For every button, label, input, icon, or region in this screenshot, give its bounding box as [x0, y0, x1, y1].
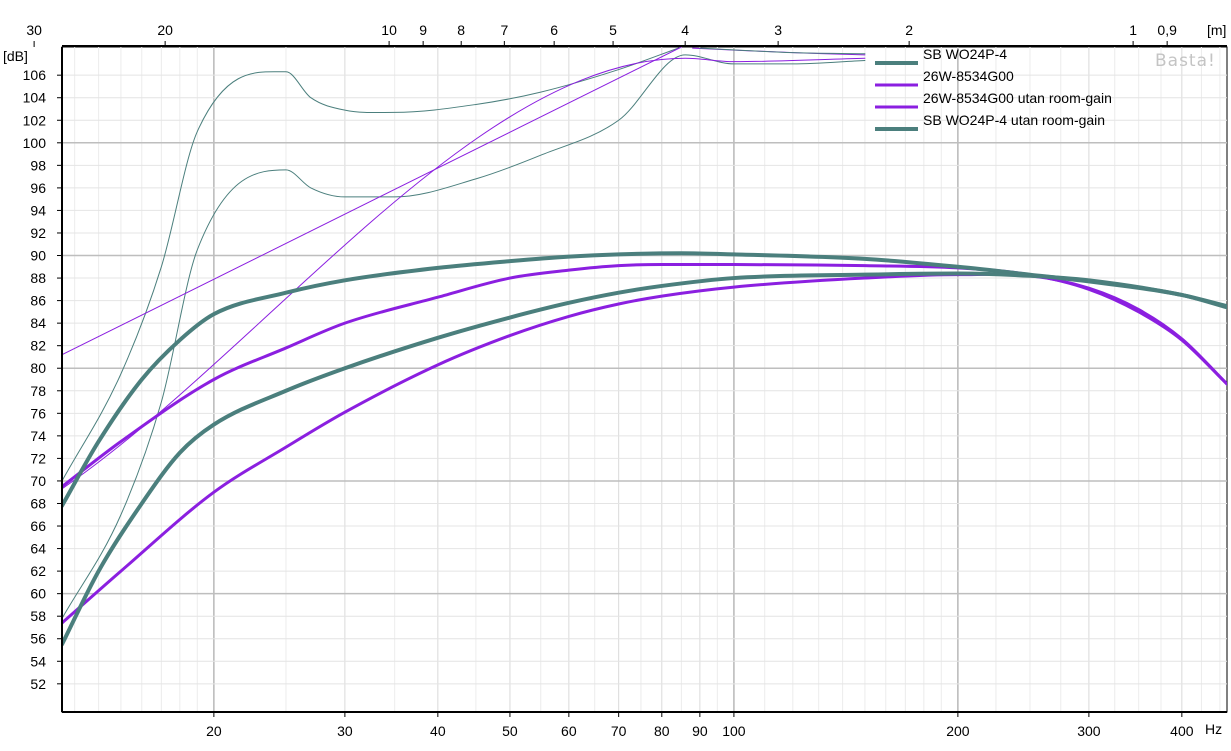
top-tick-label: 10	[381, 22, 397, 38]
legend-label: SB WO24P-4 utan room-gain	[923, 112, 1105, 128]
top-axis-unit: [m]	[1207, 22, 1226, 38]
series-line	[62, 271, 1227, 647]
y-tick-label: 72	[30, 450, 46, 466]
y-tick-label: 64	[30, 541, 46, 557]
top-tick-label: 6	[550, 22, 558, 38]
y-tick-label: 100	[23, 135, 47, 151]
y-tick-label: 54	[30, 653, 46, 669]
series-layer	[62, 47, 1227, 647]
y-tick-label: 58	[30, 608, 46, 624]
y-tick-label: 104	[23, 90, 47, 106]
series-line	[62, 272, 1227, 625]
x-tick-label: 60	[561, 723, 577, 739]
x-tick-label: 40	[430, 723, 446, 739]
top-tick-label: 9	[419, 22, 427, 38]
x-tick-label: 50	[502, 723, 518, 739]
x-tick-label: 90	[692, 723, 708, 739]
x-tick-label: 200	[946, 723, 970, 739]
top-tick-label: 4	[681, 22, 689, 38]
y-tick-label: 66	[30, 518, 46, 534]
watermark: Basta!	[1155, 51, 1216, 71]
y-tick-label: 56	[30, 631, 46, 647]
sub-curve-line	[62, 47, 682, 356]
x-tick-label: 30	[337, 723, 353, 739]
y-tick-label: 86	[30, 293, 46, 309]
x-tick-label: 70	[611, 723, 627, 739]
y-tick-label: 88	[30, 270, 46, 286]
x-tick-label: 400	[1170, 723, 1194, 739]
top-tick-label: 7	[500, 22, 508, 38]
top-tick-label: 2	[905, 22, 913, 38]
y-tick-label: 52	[30, 676, 46, 692]
sub-curve-line	[699, 47, 866, 55]
x-tick-label: 300	[1077, 723, 1101, 739]
legend-label: 26W-8534G00	[923, 68, 1014, 84]
y-tick-label: 102	[23, 112, 47, 128]
y-tick-label: 70	[30, 473, 46, 489]
sub-curve-line	[62, 57, 866, 490]
x-tick-label: 100	[722, 723, 746, 739]
top-tick-label: 5	[609, 22, 617, 38]
y-tick-label: 68	[30, 495, 46, 511]
top-tick-label: 8	[457, 22, 465, 38]
x-tick-label: 80	[654, 723, 670, 739]
y-tick-label: 80	[30, 360, 46, 376]
y-tick-label: 74	[30, 428, 46, 444]
y-tick-label: 92	[30, 225, 46, 241]
top-tick-label: 3	[774, 22, 782, 38]
plot-area	[61, 46, 1228, 713]
axes: 20 30 40 50 60 70 80 90 100 200 300 400525456586062…	[23, 22, 1227, 739]
top-tick-label: 30	[26, 22, 42, 38]
legend-label: SB WO24P-4	[923, 46, 1007, 62]
grid	[62, 47, 1227, 712]
y-tick-label: 96	[30, 180, 46, 196]
y-tick-label: 84	[30, 315, 46, 331]
x-tick-label: 20	[206, 723, 222, 739]
y-tick-label: 78	[30, 383, 46, 399]
y-tick-label: 106	[23, 67, 47, 83]
sub-curve-line	[62, 54, 866, 619]
y-axis-unit: [dB]	[3, 48, 28, 64]
y-tick-label: 60	[30, 586, 46, 602]
legend: SB WO24P-4 26W-8534G00 26W-8534G00 utan ro…	[875, 46, 1112, 131]
sub-curve-line	[62, 47, 682, 482]
y-tick-label: 76	[30, 405, 46, 421]
legend-label: 26W-8534G00 utan room-gain	[923, 90, 1112, 106]
top-tick-label: 0,9	[1157, 22, 1177, 38]
y-tick-label: 82	[30, 338, 46, 354]
y-tick-label: 94	[30, 202, 46, 218]
x-axis-unit: Hz	[1205, 721, 1222, 737]
y-tick-label: 90	[30, 248, 46, 264]
top-tick-label: 20	[157, 22, 173, 38]
y-tick-label: 62	[30, 563, 46, 579]
top-tick-label: 1	[1129, 22, 1137, 38]
y-tick-label: 98	[30, 157, 46, 173]
